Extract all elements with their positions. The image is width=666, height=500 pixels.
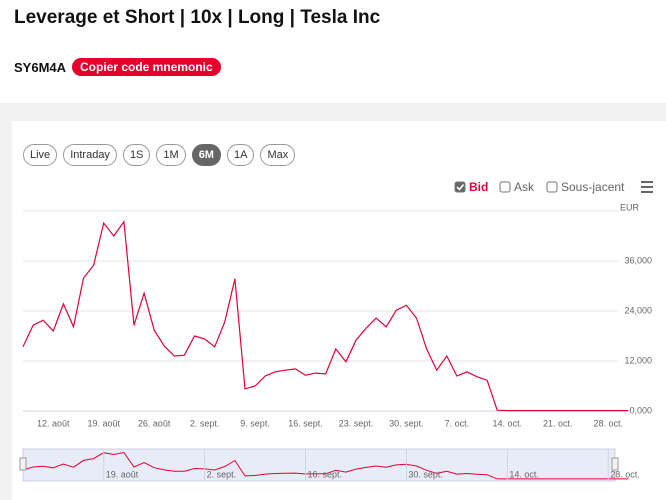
navigator-label: 19. août xyxy=(106,469,139,479)
navigator-handle[interactable] xyxy=(611,457,619,471)
navigator-handle[interactable] xyxy=(19,457,27,471)
navigator-label: 14. oct. xyxy=(509,469,539,479)
x-tick-label: 19. août xyxy=(87,418,120,428)
x-tick-label: 12. août xyxy=(37,418,70,428)
navigator-label: 16. sept. xyxy=(308,469,343,479)
price-line xyxy=(22,220,629,412)
legend-label: Sous-jacent xyxy=(561,180,625,194)
navigator-label: 30. sept. xyxy=(408,469,443,479)
x-tick-label: 23. sept. xyxy=(339,418,374,428)
x-tick-label: 28. oct. xyxy=(593,418,623,428)
checkbox xyxy=(546,181,558,193)
x-tick-label: 21. oct. xyxy=(543,418,573,428)
x-tick-label: 14. oct. xyxy=(493,418,523,428)
range-button[interactable]: Live xyxy=(23,144,58,166)
range-buttons: Live Intraday 1S 1M 6M 1A Max xyxy=(23,144,296,166)
range-button[interactable]: 1M xyxy=(156,144,186,166)
menu-icon[interactable] xyxy=(641,181,653,193)
range-button[interactable]: 6M xyxy=(191,144,221,166)
x-tick-label: 2. sept. xyxy=(190,418,220,428)
x-tick-label: 26. août xyxy=(138,418,171,428)
copy-button[interactable]: Copier code mnemonic xyxy=(72,58,221,76)
navigator[interactable] xyxy=(22,448,616,482)
x-tick-label: 30. sept. xyxy=(389,418,424,428)
range-button[interactable]: Max xyxy=(260,144,296,166)
y-tick-label: 36,000 xyxy=(624,255,652,265)
legend-label: Bid xyxy=(469,180,488,194)
y-tick-label: 24,000 xyxy=(624,305,652,315)
legend-label: Ask xyxy=(514,180,535,194)
navigator-label: 2. sept. xyxy=(207,469,237,479)
checkbox xyxy=(499,181,511,193)
range-button[interactable]: 1S xyxy=(122,144,151,166)
product-code: SY6M4A xyxy=(14,60,67,75)
checkbox xyxy=(454,181,466,193)
check-mark xyxy=(456,184,465,191)
y-unit-label: EUR xyxy=(620,202,640,212)
legend-toggle[interactable]: Bid xyxy=(454,180,488,194)
y-tick-label: 0,000 xyxy=(629,405,652,415)
range-button[interactable]: Intraday xyxy=(63,144,117,166)
y-tick-label: 12,000 xyxy=(624,355,652,365)
legend-toggle[interactable]: Ask xyxy=(499,180,535,194)
x-tick-label: 9. sept. xyxy=(240,418,270,428)
legend-toggle[interactable]: Sous-jacent xyxy=(546,180,625,194)
navigator-line xyxy=(22,451,629,480)
range-button[interactable]: 1A xyxy=(226,144,255,166)
navigator-label: 28. oct. xyxy=(610,469,640,479)
x-tick-label: 7. oct. xyxy=(445,418,470,428)
x-tick-label: 16. sept. xyxy=(288,418,323,428)
page-title: Leverage et Short | 10x | Long | Tesla I… xyxy=(14,7,381,28)
